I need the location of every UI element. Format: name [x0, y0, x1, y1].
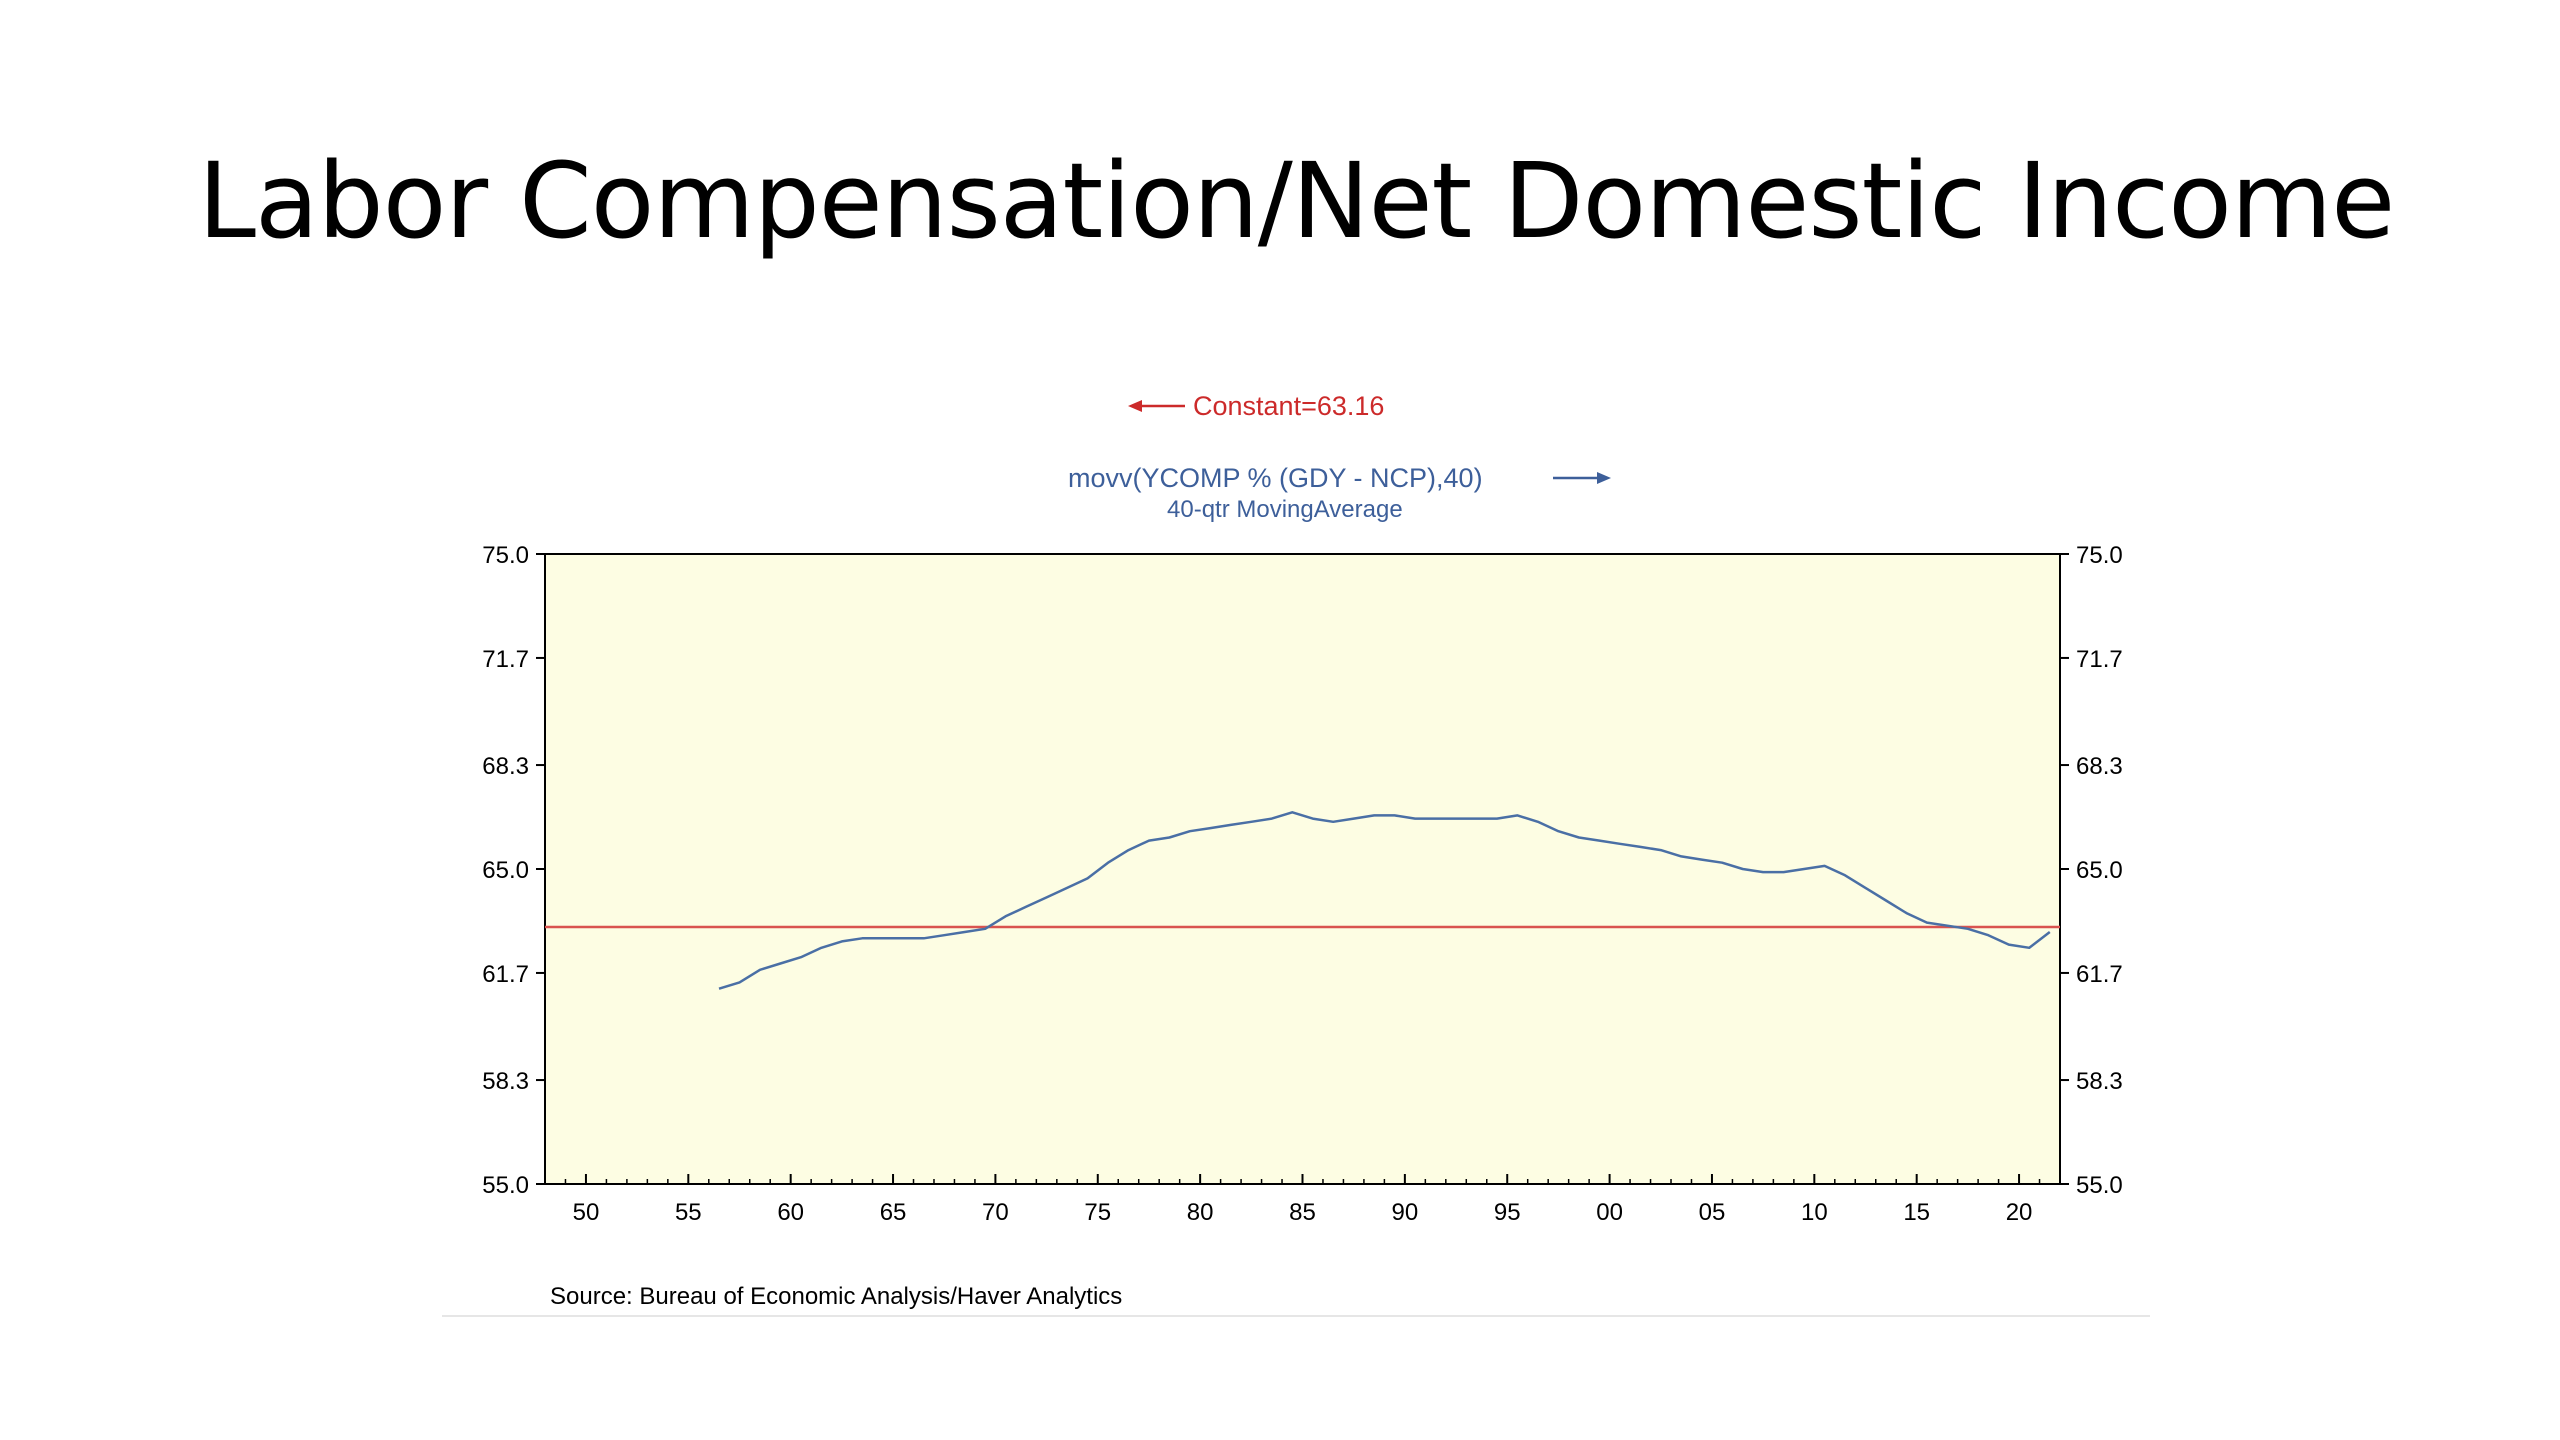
x-tick-label: 50	[573, 1199, 600, 1226]
x-tick-label: 00	[1596, 1199, 1623, 1226]
y-tick-label-left: 68.3	[482, 753, 529, 780]
x-tick-label: 05	[1699, 1199, 1726, 1226]
y-tick-label-right: 58.3	[2076, 1068, 2123, 1095]
x-tick-label: 85	[1289, 1199, 1316, 1226]
y-axis-left: 75.0 71.7 68.3 65.0 61.7 58.3 55.0	[482, 542, 545, 1199]
legend-series-label: movv(YCOMP % (GDY - NCP),40)	[1068, 463, 1483, 493]
series-layer	[545, 811, 2060, 990]
x-tick-label: 65	[880, 1199, 907, 1226]
x-tick-label: 10	[1801, 1199, 1828, 1226]
y-tick-label-left: 65.0	[482, 857, 529, 884]
y-axis-right: 75.0 71.7 68.3 65.0 61.7 58.3 55.0	[2060, 542, 2123, 1199]
x-tick-label: 20	[2006, 1199, 2033, 1226]
x-tick-label: 75	[1084, 1199, 1111, 1226]
y-tick-label-left: 75.0	[482, 542, 529, 569]
moving-average-line	[718, 811, 2051, 990]
x-tick-label: 95	[1494, 1199, 1521, 1226]
x-tick-label: 60	[777, 1199, 804, 1226]
y-tick-label-right: 55.0	[2076, 1172, 2123, 1199]
y-tick-label-right: 75.0	[2076, 542, 2123, 569]
x-tick-label: 55	[675, 1199, 702, 1226]
y-tick-label-right: 68.3	[2076, 753, 2123, 780]
y-tick-label-right: 61.7	[2076, 961, 2123, 988]
legend-series-sublabel: 40-qtr MovingAverage	[1167, 496, 1403, 523]
left-arrow-icon	[1128, 400, 1142, 412]
y-tick-label-left: 61.7	[482, 961, 529, 988]
legend-constant-label: Constant=63.16	[1193, 391, 1384, 421]
legend-series: movv(YCOMP % (GDY - NCP),40) 40-qtr Movi…	[1068, 463, 1611, 523]
y-tick-label-right: 71.7	[2076, 646, 2123, 673]
right-arrow-icon	[1597, 472, 1611, 484]
source-note: Source: Bureau of Economic Analysis/Have…	[550, 1283, 1122, 1310]
slide-title: Labor Compensation/Net Domestic Income	[198, 140, 2395, 262]
y-tick-label-right: 65.0	[2076, 857, 2123, 884]
legend-constant: Constant=63.16	[1128, 391, 1384, 421]
y-tick-label-left: 55.0	[482, 1172, 529, 1199]
x-tick-label: 70	[982, 1199, 1009, 1226]
x-tick-label: 15	[1903, 1199, 1930, 1226]
y-tick-label-left: 71.7	[482, 646, 529, 673]
x-tick-label: 90	[1392, 1199, 1419, 1226]
x-tick-label: 80	[1187, 1199, 1214, 1226]
x-axis: 50 55 60 65 70 75 80 85 90 95 00 05 10 15 20	[544, 1174, 2061, 1226]
y-tick-label-left: 58.3	[482, 1068, 529, 1095]
